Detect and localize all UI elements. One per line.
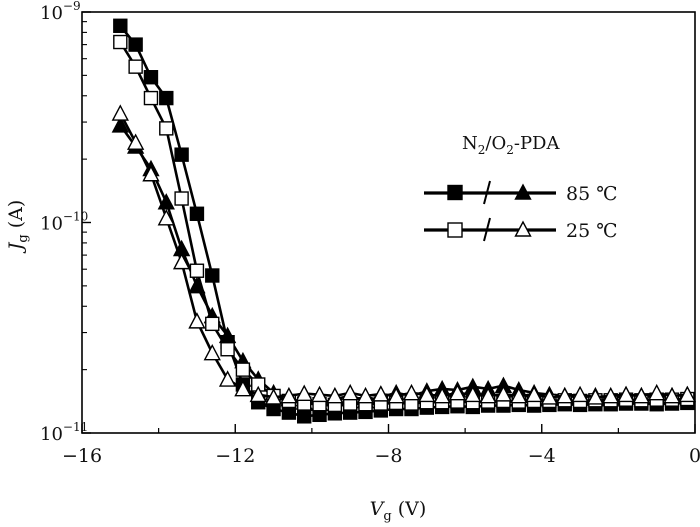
- open-triangle-marker: [157, 209, 175, 226]
- filled-square-marker: [128, 37, 143, 52]
- legend-filled-square-icon: [447, 184, 463, 201]
- open-triangle-marker: [295, 384, 313, 401]
- open-triangle-marker: [479, 386, 497, 404]
- open-triangle-marker: [525, 385, 543, 403]
- open-triangle-marker: [433, 386, 451, 404]
- legend: N2/O2-PDA 85 ℃ 25 ℃: [424, 133, 617, 242]
- open-triangle-marker: [602, 386, 620, 404]
- x-axis-unit: (V): [392, 498, 427, 520]
- filled-square-marker: [113, 18, 128, 33]
- y-tick-label: 10−9: [40, 0, 81, 24]
- legend-label-25c: 25 ℃: [566, 220, 617, 242]
- legend-label-85c: 85 ℃: [566, 183, 617, 205]
- open-triangle-marker: [387, 386, 405, 404]
- filled-square-marker: [143, 70, 159, 85]
- open-triangle-marker: [448, 383, 467, 401]
- y-axis-unit: (A): [5, 200, 27, 235]
- x-tick-label: −12: [215, 445, 255, 467]
- open-triangle-marker: [510, 386, 528, 404]
- x-tick-label: −4: [528, 445, 556, 467]
- open-triangle-marker: [234, 379, 252, 397]
- open-triangle-marker: [341, 383, 359, 401]
- x-axis-subscript: g: [383, 509, 391, 524]
- filled-square-marker: [174, 147, 189, 162]
- legend-filled-triangle-icon: [514, 183, 532, 200]
- open-triangle-marker: [111, 104, 129, 121]
- legend-entry-85c: 85 ℃: [424, 180, 617, 205]
- open-triangle-marker: [249, 385, 267, 403]
- open-triangle-marker: [280, 386, 298, 404]
- y-axis-subscript: g: [16, 234, 31, 242]
- legend-open-triangle-icon: [514, 220, 532, 237]
- open-triangle-marker: [663, 386, 681, 404]
- x-tick-label: −8: [374, 445, 402, 467]
- open-triangle-marker: [372, 385, 390, 402]
- open-triangle-marker: [326, 386, 344, 404]
- open-square-marker: [143, 90, 159, 106]
- open-square-marker: [113, 34, 128, 50]
- y-axis-symbol: J: [5, 241, 27, 254]
- open-triangle-marker: [402, 383, 421, 401]
- axis-ticks: −16 −12 −8 −4 0 10−11 10−10 10−9: [40, 0, 700, 467]
- series-line: [119, 124, 688, 405]
- filled-square-marker: [159, 90, 174, 106]
- legend-title: N2/O2-PDA: [462, 133, 560, 157]
- open-triangle-marker: [464, 385, 482, 403]
- open-square-marker: [235, 362, 251, 377]
- filled-triangle-marker: [111, 116, 129, 133]
- open-square-marker: [159, 121, 174, 136]
- y-tick-label: 10−10: [40, 210, 88, 235]
- series-open-triangle: [111, 104, 696, 405]
- series-line: [119, 112, 688, 399]
- open-triangle-marker: [678, 385, 696, 403]
- open-triangle-marker: [264, 388, 283, 405]
- y-tick-label: 10−11: [40, 420, 88, 445]
- legend-open-square-icon: [447, 222, 463, 238]
- open-triangle-marker: [310, 385, 329, 403]
- x-tick-label: −16: [62, 445, 102, 467]
- filled-square-marker: [205, 268, 220, 283]
- open-triangle-marker: [418, 385, 436, 403]
- x-tick-label: 0: [689, 445, 700, 467]
- open-triangle-marker: [172, 252, 191, 270]
- open-triangle-marker: [648, 383, 666, 401]
- open-triangle-marker: [556, 386, 574, 404]
- open-triangle-marker: [632, 386, 651, 404]
- open-square-marker: [205, 316, 220, 332]
- open-square-marker: [189, 263, 205, 278]
- open-triangle-marker: [203, 343, 221, 361]
- open-square-marker: [128, 59, 143, 74]
- legend-entry-25c: 25 ℃: [424, 217, 617, 242]
- open-triangle-marker: [540, 388, 559, 405]
- open-triangle-marker: [617, 385, 635, 403]
- x-axis-symbol: V: [370, 498, 386, 520]
- open-triangle-marker: [188, 312, 206, 329]
- open-triangle-marker: [126, 133, 145, 150]
- y-axis-title: Jg (A): [5, 200, 31, 255]
- plot-area: [111, 18, 696, 424]
- filled-square-marker: [189, 206, 205, 221]
- open-triangle-marker: [218, 370, 237, 387]
- open-triangle-marker: [356, 386, 375, 404]
- open-triangle-marker: [586, 388, 605, 405]
- open-triangle-marker: [571, 385, 589, 403]
- x-axis-title: Vg (V): [370, 498, 427, 524]
- filled-square-marker: [297, 409, 312, 424]
- open-square-marker: [220, 342, 235, 357]
- open-square-marker: [174, 191, 189, 206]
- open-triangle-marker: [494, 385, 513, 402]
- open-triangle-marker: [142, 164, 160, 182]
